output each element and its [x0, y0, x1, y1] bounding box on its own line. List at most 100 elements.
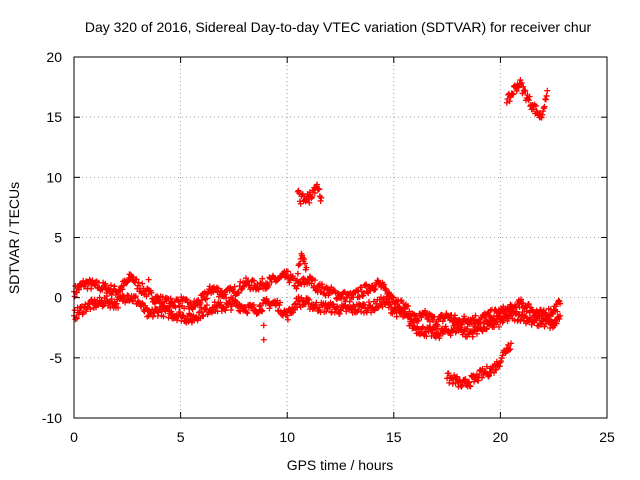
data-point-fill	[107, 282, 114, 289]
data-point-fill	[506, 98, 513, 105]
data-point	[301, 256, 308, 263]
data-point-fill	[76, 307, 83, 314]
data-point	[260, 322, 267, 329]
data-point-fill	[459, 319, 466, 326]
data-point-fill	[378, 294, 385, 301]
data-point-fill	[538, 114, 545, 121]
data-points	[71, 77, 564, 390]
data-point-fill	[475, 377, 482, 384]
data-point-fill	[202, 305, 209, 312]
data-point	[557, 300, 564, 307]
data-point-fill	[237, 278, 244, 285]
data-point-fill	[439, 318, 446, 325]
x-axis-label: GPS time / hours	[287, 457, 394, 473]
data-point-fill	[297, 200, 304, 207]
x-tick-label: 15	[386, 429, 402, 445]
data-point-fill	[309, 193, 316, 200]
data-point-fill	[358, 284, 365, 291]
data-point-fill	[186, 310, 193, 317]
data-point-fill	[495, 323, 502, 330]
data-point-fill	[215, 285, 222, 292]
data-point-fill	[372, 285, 379, 292]
data-point-fill	[203, 295, 210, 302]
data-point-fill	[429, 317, 436, 324]
data-point-fill	[510, 91, 517, 98]
data-point-fill	[80, 309, 87, 316]
data-point-fill	[89, 277, 96, 284]
x-tick-label: 10	[279, 429, 295, 445]
data-point-fill	[250, 301, 257, 308]
data-point-fill	[363, 281, 370, 288]
data-point-fill	[467, 383, 474, 390]
data-point-fill	[518, 79, 525, 86]
data-point	[294, 270, 301, 277]
data-point-fill	[402, 308, 409, 315]
data-point-fill	[371, 286, 378, 293]
data-point	[390, 294, 397, 301]
data-point-fill	[542, 96, 549, 103]
data-point-fill	[231, 283, 238, 290]
data-point-fill	[222, 291, 229, 298]
data-point-fill	[485, 373, 492, 380]
data-point	[316, 285, 323, 292]
data-point-fill	[387, 301, 394, 308]
data-point-fill	[382, 287, 389, 294]
data-point-fill	[87, 306, 94, 313]
data-point-fill	[451, 312, 458, 319]
data-point	[508, 340, 515, 347]
data-point-fill	[422, 307, 429, 314]
data-point-fill	[284, 316, 291, 323]
data-point-fill	[543, 92, 550, 99]
y-tick-label: -5	[50, 350, 63, 366]
data-point-fill	[293, 285, 300, 292]
data-point-fill	[364, 288, 371, 295]
data-point-fill	[362, 282, 369, 289]
x-tick-label: 5	[177, 429, 185, 445]
data-point	[124, 279, 131, 286]
data-point-fill	[498, 357, 505, 364]
data-point-fill	[405, 314, 412, 321]
data-point-fill	[295, 294, 302, 301]
data-point-fill	[458, 383, 465, 390]
data-point-fill	[555, 297, 562, 304]
data-point-fill	[222, 307, 229, 314]
data-point-fill	[466, 379, 473, 386]
data-point-fill	[139, 299, 146, 306]
data-point-fill	[483, 326, 490, 333]
data-point-fill	[472, 312, 479, 319]
data-point-fill	[418, 314, 425, 321]
data-point-fill	[380, 281, 387, 288]
data-point-fill	[317, 197, 324, 204]
data-point-fill	[311, 189, 318, 196]
data-point-fill	[525, 97, 532, 104]
data-point-fill	[135, 279, 142, 286]
plot-frame	[73, 56, 608, 419]
data-point-fill	[526, 93, 533, 100]
data-point-fill	[539, 111, 546, 118]
data-point-fill	[103, 293, 110, 300]
data-point-fill	[186, 311, 193, 318]
data-point-fill	[382, 285, 389, 292]
data-point-fill	[415, 317, 422, 324]
data-point-fill	[513, 87, 520, 94]
data-point-fill	[361, 301, 368, 308]
data-point-fill	[447, 332, 454, 339]
x-tick-label: 25	[599, 429, 615, 445]
data-point-fill	[319, 281, 326, 288]
data-point-fill	[483, 325, 490, 332]
data-point-fill	[198, 304, 205, 311]
data-point-fill	[442, 323, 449, 330]
data-point-fill	[243, 309, 250, 316]
data-point-fill	[168, 308, 175, 315]
data-point	[305, 195, 312, 202]
data-point-fill	[553, 320, 560, 327]
y-tick-label: 15	[46, 109, 62, 125]
data-point-fill	[346, 298, 353, 305]
data-point	[198, 309, 205, 316]
data-point-fill	[469, 333, 476, 340]
data-point-fill	[476, 319, 483, 326]
data-point-fill	[266, 305, 273, 312]
data-point-fill	[336, 310, 343, 317]
data-point-fill	[295, 262, 302, 269]
data-point-fill	[223, 304, 230, 311]
